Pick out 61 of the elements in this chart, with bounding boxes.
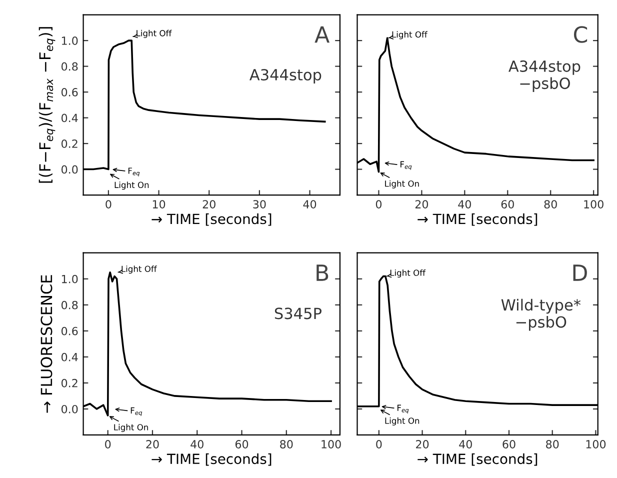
x-tick-label: 40 [458, 200, 471, 208]
x-tick-label: 60 [501, 200, 514, 208]
x-tick-label: 20 [416, 440, 429, 448]
annotation: C [574, 26, 588, 43]
x-tick-label: 80 [546, 440, 559, 448]
x-tick-label: 100 [586, 440, 606, 448]
y-tick-label: 0.8 [61, 62, 78, 71]
x-axis-title: → TIME [seconds] [152, 453, 272, 466]
x-axis-title: → TIME [seconds] [418, 213, 538, 226]
x-tick-label: 40 [459, 440, 472, 448]
x-tick-label: 20 [202, 200, 216, 208]
x-tick-label: 0 [106, 200, 112, 208]
annotation: F$_{eq}$ [400, 161, 412, 170]
x-tick-label: 80 [544, 200, 557, 208]
annotation: Wild-type* −psbO [501, 298, 581, 331]
x-tick-label: 60 [235, 440, 248, 448]
annotation: Light On [114, 182, 149, 190]
x-tick-label: 40 [190, 440, 204, 448]
x-tick-label: 0 [376, 440, 382, 448]
x-tick-label: 20 [415, 200, 428, 208]
annotation: D [573, 264, 587, 281]
annotation: Light Off [390, 269, 426, 278]
annotation: S345P [274, 308, 322, 320]
y-tick-label: 0.0 [61, 165, 78, 174]
x-axis-title: → TIME [seconds] [152, 213, 272, 226]
x-axis-title: → TIME [seconds] [418, 453, 538, 466]
x-tick-label: 60 [502, 440, 516, 448]
annotation: F$_{eq}$ [130, 407, 142, 416]
y-tick-label: 0.6 [61, 88, 78, 96]
y-tick-label: 0.2 [61, 140, 78, 148]
annotation: F$_{eq}$ [128, 168, 140, 176]
y-tick-label: 1.0 [62, 274, 78, 284]
y-tick-label: 1.0 [62, 36, 78, 45]
y-tick-label: 0.2 [61, 378, 78, 388]
x-tick-label: 0 [376, 200, 382, 208]
annotation: Light On [385, 417, 420, 426]
y-tick-label: 0.4 [61, 114, 78, 122]
annotation: B [316, 264, 328, 281]
annotation: A344stop [250, 68, 322, 84]
x-tick-label: 30 [253, 200, 266, 208]
annotation: F$_{eq}$ [397, 404, 409, 414]
annotation: Light Off [392, 31, 428, 40]
annotation: Light On [114, 424, 148, 432]
y-tick-label: 0.0 [61, 404, 78, 414]
x-tick-label: 80 [280, 440, 293, 448]
y-tick-label: 0.4 [61, 352, 78, 362]
y-tick-label: 0.6 [61, 326, 78, 336]
x-tick-label: 100 [322, 440, 341, 448]
annotation: Light Off [122, 266, 157, 274]
annotation: A344stop −psbO [508, 60, 580, 92]
y-tick-label: 0.8 [61, 300, 78, 310]
x-tick-label: 0 [105, 440, 111, 448]
x-tick-label: 20 [146, 440, 159, 448]
y-axis-title: → FLUORESCENCE [40, 275, 52, 413]
x-tick-label: 40 [303, 200, 316, 208]
annotation: A [314, 26, 330, 43]
y-axis-title: [(F−F$_{eq}$)/(F$_{max}$ −F$_{eq}$)] [38, 27, 56, 183]
x-tick-label: 10 [152, 200, 166, 208]
annotation: Light On [385, 180, 419, 188]
annotation: Light Off [136, 30, 172, 38]
x-tick-label: 100 [584, 200, 604, 208]
